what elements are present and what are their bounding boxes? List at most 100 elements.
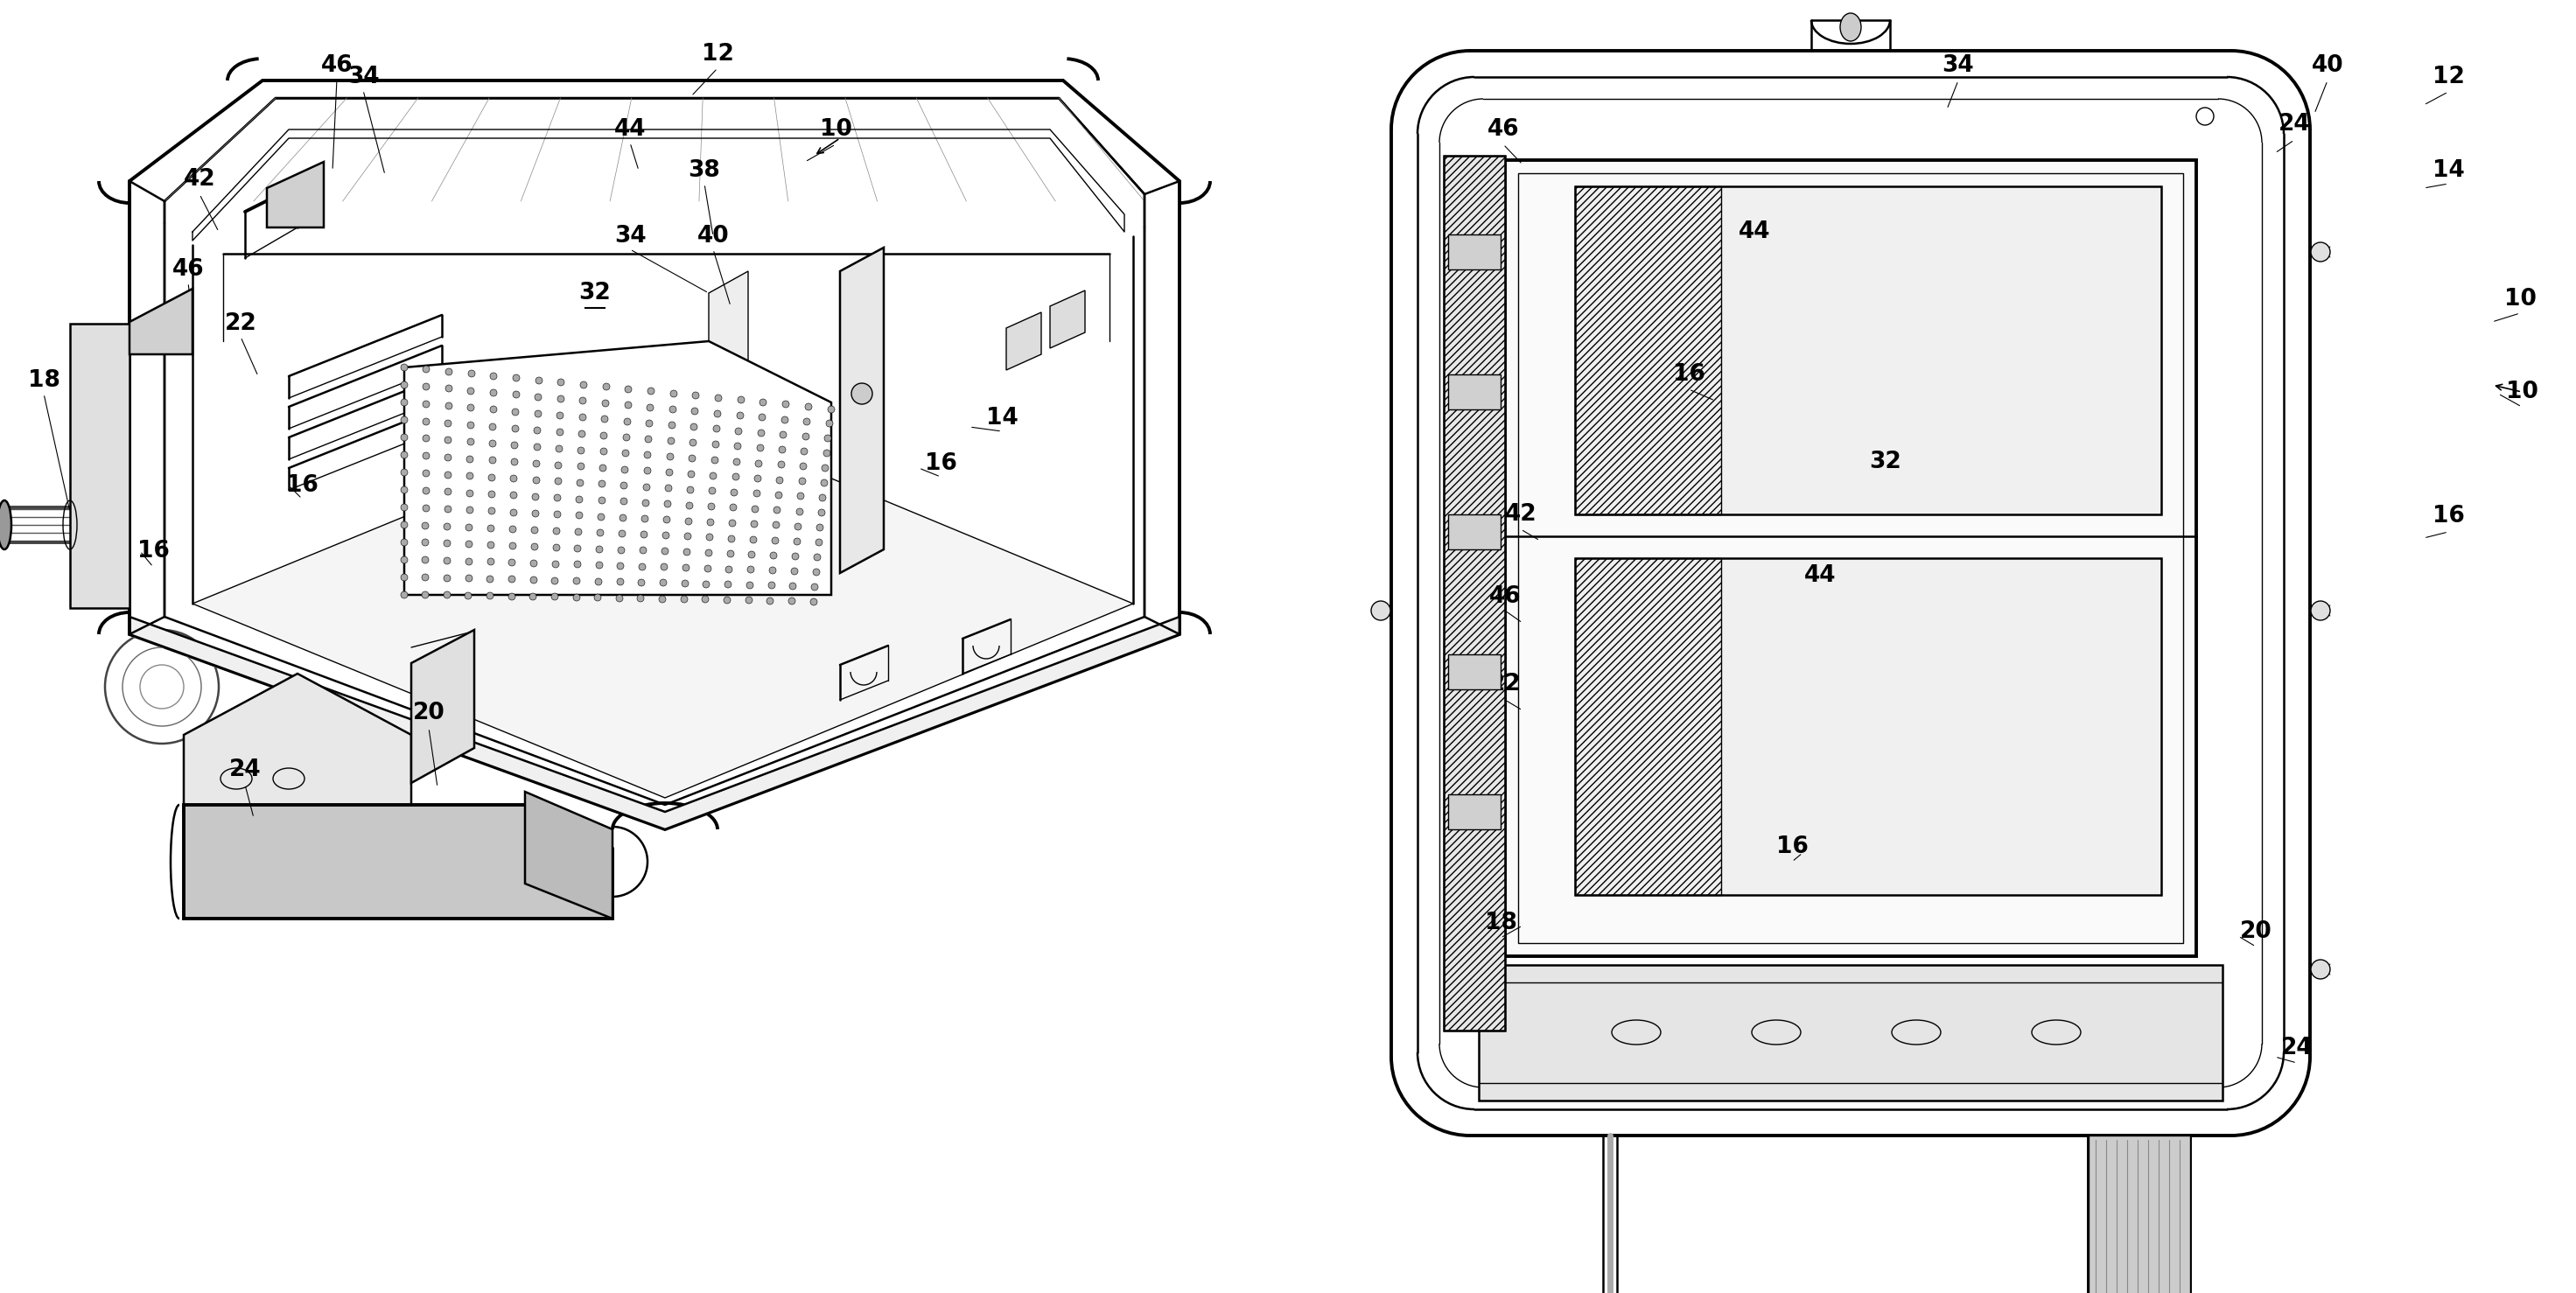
Polygon shape bbox=[129, 80, 1180, 829]
Ellipse shape bbox=[616, 595, 623, 601]
Ellipse shape bbox=[659, 579, 667, 586]
Ellipse shape bbox=[531, 543, 538, 551]
Ellipse shape bbox=[804, 403, 811, 410]
Polygon shape bbox=[840, 247, 884, 573]
Text: 20: 20 bbox=[2239, 921, 2272, 943]
Ellipse shape bbox=[533, 477, 541, 484]
Ellipse shape bbox=[641, 531, 647, 538]
Ellipse shape bbox=[507, 575, 515, 583]
Polygon shape bbox=[183, 804, 613, 918]
Ellipse shape bbox=[466, 422, 474, 429]
Bar bbox=[1448, 794, 1502, 829]
Ellipse shape bbox=[783, 401, 788, 407]
Text: 18: 18 bbox=[28, 370, 59, 392]
Ellipse shape bbox=[422, 366, 430, 372]
Text: 10: 10 bbox=[2506, 380, 2537, 403]
Ellipse shape bbox=[513, 409, 518, 415]
Ellipse shape bbox=[752, 490, 760, 497]
Ellipse shape bbox=[662, 516, 670, 524]
Bar bbox=[1574, 186, 2161, 515]
Polygon shape bbox=[412, 630, 474, 784]
Ellipse shape bbox=[556, 379, 564, 385]
Ellipse shape bbox=[556, 445, 562, 453]
Text: 42: 42 bbox=[183, 168, 216, 190]
Bar bbox=[1448, 654, 1502, 689]
Ellipse shape bbox=[811, 599, 817, 605]
Ellipse shape bbox=[422, 418, 430, 425]
Ellipse shape bbox=[422, 556, 428, 564]
Ellipse shape bbox=[600, 432, 608, 440]
Ellipse shape bbox=[487, 559, 495, 565]
Ellipse shape bbox=[796, 508, 804, 516]
Ellipse shape bbox=[469, 370, 474, 378]
Ellipse shape bbox=[598, 513, 605, 521]
Ellipse shape bbox=[513, 425, 518, 432]
Polygon shape bbox=[193, 410, 1133, 798]
Text: 16: 16 bbox=[925, 453, 956, 475]
Text: 16: 16 bbox=[286, 475, 317, 497]
Ellipse shape bbox=[791, 553, 799, 560]
Ellipse shape bbox=[662, 548, 670, 555]
Ellipse shape bbox=[487, 542, 495, 548]
Ellipse shape bbox=[402, 486, 407, 494]
Ellipse shape bbox=[422, 522, 428, 529]
Ellipse shape bbox=[2311, 959, 2331, 979]
Text: 10: 10 bbox=[819, 118, 853, 141]
Ellipse shape bbox=[422, 504, 430, 512]
Ellipse shape bbox=[533, 509, 538, 517]
Ellipse shape bbox=[690, 423, 698, 431]
Ellipse shape bbox=[531, 526, 538, 534]
Ellipse shape bbox=[822, 480, 827, 486]
Ellipse shape bbox=[466, 524, 471, 531]
Ellipse shape bbox=[626, 385, 631, 393]
Ellipse shape bbox=[402, 363, 407, 371]
Ellipse shape bbox=[703, 565, 711, 572]
Ellipse shape bbox=[446, 506, 451, 512]
Ellipse shape bbox=[641, 516, 649, 522]
Ellipse shape bbox=[734, 442, 742, 450]
Ellipse shape bbox=[690, 407, 698, 415]
Ellipse shape bbox=[755, 460, 762, 467]
Text: 46: 46 bbox=[1486, 118, 1520, 141]
Ellipse shape bbox=[595, 546, 603, 553]
Ellipse shape bbox=[556, 429, 564, 436]
Ellipse shape bbox=[793, 538, 801, 546]
Ellipse shape bbox=[729, 520, 737, 526]
Ellipse shape bbox=[554, 544, 559, 551]
Ellipse shape bbox=[775, 491, 783, 499]
Ellipse shape bbox=[489, 491, 495, 498]
Bar bbox=[1574, 559, 2161, 895]
Ellipse shape bbox=[817, 539, 822, 546]
Ellipse shape bbox=[464, 592, 471, 599]
Ellipse shape bbox=[708, 472, 716, 480]
Ellipse shape bbox=[623, 418, 631, 425]
Ellipse shape bbox=[618, 547, 626, 553]
Bar bbox=[1448, 375, 1502, 410]
Ellipse shape bbox=[623, 434, 631, 441]
Ellipse shape bbox=[716, 394, 721, 402]
Ellipse shape bbox=[489, 372, 497, 380]
Ellipse shape bbox=[402, 556, 407, 564]
Ellipse shape bbox=[685, 533, 690, 539]
Ellipse shape bbox=[724, 596, 732, 604]
Ellipse shape bbox=[554, 511, 562, 518]
Ellipse shape bbox=[510, 459, 518, 465]
Ellipse shape bbox=[422, 453, 430, 459]
Ellipse shape bbox=[507, 593, 515, 600]
Ellipse shape bbox=[489, 406, 497, 412]
Ellipse shape bbox=[768, 597, 773, 605]
Ellipse shape bbox=[466, 388, 474, 394]
Ellipse shape bbox=[489, 440, 497, 447]
Ellipse shape bbox=[827, 420, 832, 427]
Ellipse shape bbox=[595, 578, 603, 586]
Ellipse shape bbox=[402, 434, 407, 441]
Ellipse shape bbox=[788, 583, 796, 590]
Ellipse shape bbox=[734, 459, 739, 465]
Ellipse shape bbox=[616, 578, 623, 586]
Ellipse shape bbox=[688, 455, 696, 462]
Ellipse shape bbox=[781, 416, 788, 423]
Ellipse shape bbox=[796, 493, 804, 499]
Ellipse shape bbox=[618, 515, 626, 521]
Bar bbox=[1574, 186, 1721, 515]
Ellipse shape bbox=[793, 524, 801, 530]
